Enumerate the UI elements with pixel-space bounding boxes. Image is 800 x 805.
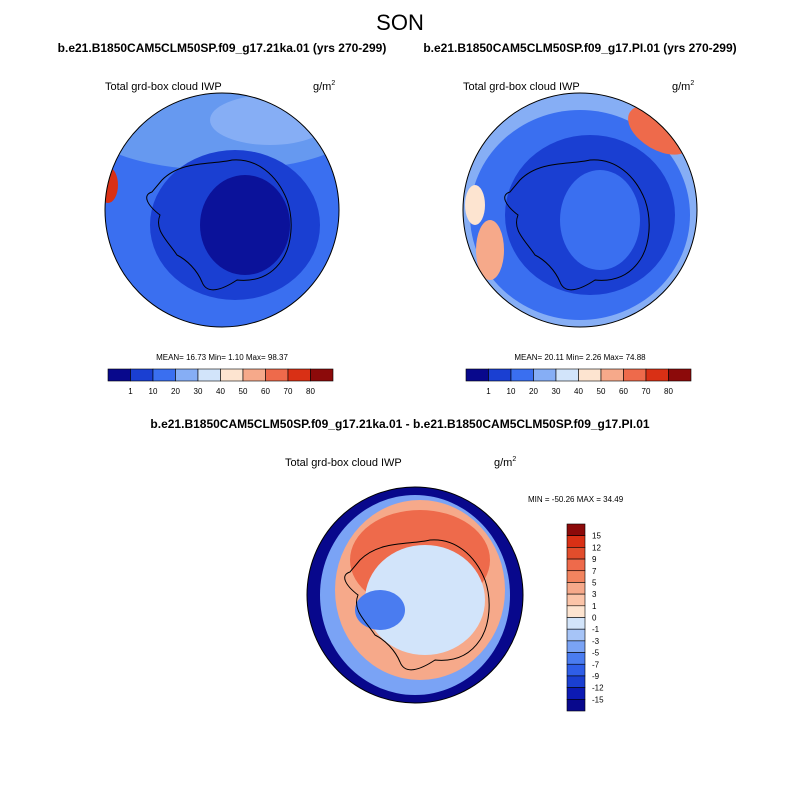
variable: Total grd-box cloud IWP [285, 457, 402, 469]
units: g/m2 [313, 80, 335, 93]
colorbar-label: 60 [619, 387, 628, 396]
colorbar-box [566, 652, 586, 665]
colorbar-box [645, 368, 669, 382]
colorbar-label: 12 [592, 543, 601, 552]
variable: Total grd-box cloud IWP [105, 81, 222, 93]
colorbar-box [152, 368, 176, 382]
figure-title: SON [376, 10, 424, 35]
map-border [462, 92, 698, 328]
colorbar-box [566, 547, 586, 560]
colorbar-label: 80 [306, 387, 315, 396]
colorbar-box [566, 523, 586, 536]
colorbar-label: 7 [592, 567, 597, 576]
stats: MEAN= 20.11 Min= 2.26 Max= 74.88 [514, 353, 646, 362]
map-border [306, 486, 524, 704]
colorbar-label: 80 [664, 387, 673, 396]
colorbar-box [578, 368, 602, 382]
colorbar-label: 50 [239, 387, 248, 396]
units-power: 2 [331, 80, 335, 87]
colorbar-label: 15 [592, 532, 601, 541]
colorbar-box [600, 368, 624, 382]
colorbar-label: 20 [171, 387, 180, 396]
units-power: 2 [690, 80, 694, 87]
colorbar-label: 1 [486, 387, 491, 396]
colorbar-box [566, 582, 586, 595]
colorbar-label: 70 [642, 387, 651, 396]
colorbar: 15 12 9 7 5 3 1 0 -1 -3 -5 -7 -9 -12 -15 [566, 523, 604, 712]
colorbar-label: 3 [592, 590, 597, 599]
colorbar-box [265, 368, 289, 382]
colorbar-label: 20 [529, 387, 538, 396]
colorbar-label: 40 [574, 387, 583, 396]
colorbar-label: -15 [592, 695, 604, 704]
colorbar-box [566, 640, 586, 653]
units-power: 2 [512, 456, 516, 463]
colorbar-label: -12 [592, 684, 604, 693]
colorbar-label: 9 [592, 555, 597, 564]
colorbar-box [566, 558, 586, 572]
units: g/m2 [494, 456, 516, 469]
colorbar-label: 1 [592, 602, 597, 611]
units-base: g/m [672, 81, 690, 93]
variable: Total grd-box cloud IWP [463, 81, 580, 93]
colorbar-box [197, 368, 221, 382]
colorbar-box [668, 368, 692, 382]
colorbar-box [510, 368, 534, 382]
colorbar-box [566, 687, 586, 700]
colorbar-label: 0 [592, 614, 597, 623]
colorbar-label: 30 [552, 387, 561, 396]
colorbar-box [566, 605, 586, 618]
colorbar-box [488, 368, 512, 382]
map [463, 93, 697, 327]
panel-case: b.e21.B1850CAM5CLM50SP.f09_g17.21ka.01 -… [150, 417, 649, 431]
colorbar-box [533, 368, 557, 382]
colorbar-box [287, 368, 311, 382]
colorbar-label: 10 [507, 387, 516, 396]
colorbar-box [566, 593, 586, 607]
units-base: g/m [494, 457, 512, 469]
colorbar-box [175, 368, 199, 382]
colorbar-box [220, 368, 244, 382]
colorbar-box [566, 617, 586, 630]
colorbar-label: -9 [592, 672, 600, 681]
colorbar-label: 30 [194, 387, 203, 396]
map [307, 487, 523, 703]
colorbar-box [623, 368, 647, 382]
colorbar-box [566, 663, 586, 677]
colorbar-box [107, 368, 131, 382]
map-border [104, 92, 340, 328]
colorbar-label: -3 [592, 637, 600, 646]
colorbar-label: 10 [149, 387, 158, 396]
colorbar-label: 40 [216, 387, 225, 396]
colorbar-label: 50 [597, 387, 606, 396]
colorbar-box [310, 368, 334, 382]
colorbar-label: 60 [261, 387, 270, 396]
colorbar-label: 1 [128, 387, 133, 396]
units-base: g/m [313, 81, 331, 93]
panel-case: b.e21.B1850CAM5CLM50SP.f09_g17.PI.01 (yr… [423, 41, 736, 55]
colorbar-box [566, 570, 586, 583]
colorbar-label: -1 [592, 625, 600, 634]
colorbar-box [566, 699, 586, 712]
colorbar-label: 70 [284, 387, 293, 396]
panel-case: b.e21.B1850CAM5CLM50SP.f09_g17.21ka.01 (… [58, 41, 387, 55]
colorbar-box [555, 368, 579, 382]
colorbar-label: -7 [592, 660, 600, 669]
colorbar-label: -5 [592, 649, 600, 658]
colorbar-box [566, 535, 586, 548]
colorbar-label: 5 [592, 578, 597, 587]
map [105, 93, 339, 327]
colorbar: 1 10 20 30 40 50 60 70 80 [465, 368, 692, 396]
units: g/m2 [672, 80, 694, 93]
colorbar-box [465, 368, 489, 382]
colorbar-box [566, 628, 586, 642]
colorbar-box [130, 368, 154, 382]
colorbar-box [242, 368, 266, 382]
stats: MEAN= 16.73 Min= 1.10 Max= 98.37 [156, 353, 288, 362]
colorbar-box [566, 675, 586, 688]
colorbar: 1 10 20 30 40 50 60 70 80 [107, 368, 334, 396]
stats: MIN = -50.26 MAX = 34.49 [528, 495, 624, 504]
